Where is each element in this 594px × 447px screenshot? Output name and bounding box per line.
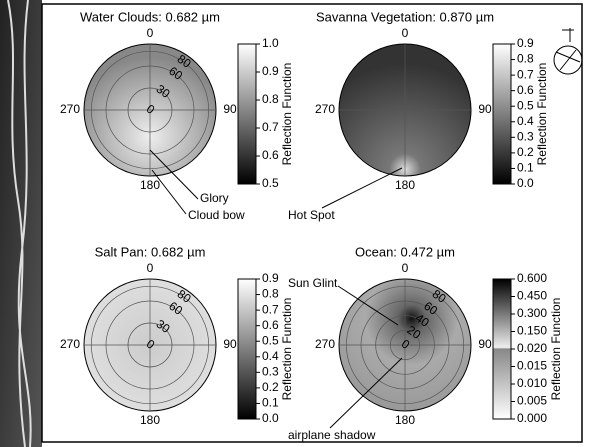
annotation: Cloud bow — [188, 208, 245, 222]
colorbar-label: Reflection Function — [280, 63, 294, 166]
colorbar-tick-label: 0.015 — [517, 359, 547, 373]
colorbar-tick-label: 0.4 — [517, 114, 534, 128]
panel-title: Savanna Vegetation: 0.870 µm — [316, 9, 494, 24]
theta-tick-label: 0 — [147, 26, 154, 40]
colorbar-tick-label: 0.3 — [517, 130, 534, 144]
theta-tick-label: 0 — [402, 26, 409, 40]
colorbar — [492, 43, 512, 185]
panel-title: Salt Pan: 0.682 µm — [95, 244, 206, 259]
corner-doodle — [553, 28, 583, 75]
theta-tick-label: 90 — [223, 337, 237, 351]
annotation: Sun Glint — [288, 276, 338, 290]
radial-ring — [90, 50, 210, 170]
annotation: Glory — [200, 191, 229, 205]
radial-ring — [127, 322, 173, 368]
colorbar-tick-label: 0.6 — [517, 83, 534, 97]
colorbar-tick-label: 0.3 — [262, 365, 279, 379]
colorbar-tick-label: 0.5 — [262, 333, 279, 347]
panel-title: Water Clouds: 0.682 µm — [80, 9, 220, 24]
colorbar-tick-label: 0.000 — [517, 411, 547, 425]
radial-ring — [389, 329, 421, 361]
colorbar-tick-label: 0.7 — [517, 67, 534, 81]
colorbar-tick-label: 0.2 — [262, 380, 279, 394]
colorbar-tick-label: 0.600 — [517, 271, 547, 285]
radial-ring — [105, 300, 195, 390]
colorbar-tick-label: 0.005 — [517, 394, 547, 408]
colorbar-tick-label: 0.1 — [517, 161, 534, 175]
frame — [41, 3, 583, 443]
colorbar-tick-label: 0.0 — [517, 176, 534, 190]
colorbar-tick-label: 0.0 — [262, 411, 279, 425]
colorbar-tick-label: 0.5 — [517, 98, 534, 112]
colorbar-tick-label: 0.9 — [517, 36, 534, 50]
annotation-leader — [321, 167, 403, 209]
theta-tick-label: 180 — [140, 178, 160, 192]
theta-tick-label: 0 — [402, 261, 409, 275]
radial-ring — [375, 315, 435, 375]
radial-ring — [360, 300, 450, 390]
theta-tick-label: 90 — [223, 102, 237, 116]
colorbar — [237, 43, 257, 185]
annotation-leader — [149, 149, 199, 200]
colorbar-tick-label: 0.7 — [262, 302, 279, 316]
panel-title: Ocean: 0.472 µm — [355, 244, 455, 259]
colorbar-tick-label: 0.5 — [262, 176, 279, 190]
annotation-leader — [329, 357, 403, 429]
colorbar-tick-label: 0.8 — [517, 52, 534, 66]
annotation-leader — [337, 285, 399, 326]
colorbar-tick-label: 0.8 — [262, 92, 279, 106]
theta-tick-label: 270 — [315, 337, 335, 351]
colorbar-label: Reflection Function — [280, 298, 294, 401]
colorbar-tick-label: 0.2 — [517, 145, 534, 159]
colorbar-tick-label: 0.8 — [262, 287, 279, 301]
colorbar-tick-label: 0.4 — [262, 349, 279, 363]
colorbar-label: Reflection Function — [549, 298, 563, 401]
colorbar-tick-label: 1.0 — [262, 36, 279, 50]
colorbar — [237, 278, 257, 420]
colorbar-tick-label: 0.6 — [262, 148, 279, 162]
colorbar-tick-label: 0.1 — [262, 396, 279, 410]
radial-ring — [127, 87, 173, 133]
annotation: Hot Spot — [288, 208, 335, 222]
theta-tick-label: 180 — [395, 413, 415, 427]
colorbar-tick-label: 0.150 — [517, 324, 547, 338]
annotation-leader — [151, 169, 187, 215]
colorbar-tick-label: 0.300 — [517, 306, 547, 320]
theta-tick-label: 90 — [478, 102, 492, 116]
theta-tick-label: 270 — [60, 337, 80, 351]
colorbar — [492, 278, 512, 420]
theta-tick-label: 0 — [147, 261, 154, 275]
radial-ring — [90, 285, 210, 405]
colorbar-tick-label: 0.010 — [517, 376, 547, 390]
theta-tick-label: 180 — [395, 178, 415, 192]
colorbar-tick-label: 0.9 — [262, 64, 279, 78]
colorbar-tick-label: 0.7 — [262, 120, 279, 134]
radial-ring — [105, 65, 195, 155]
colorbar-tick-label: 0.450 — [517, 289, 547, 303]
theta-tick-label: 90 — [478, 337, 492, 351]
theta-tick-label: 270 — [315, 102, 335, 116]
theta-tick-label: 180 — [140, 413, 160, 427]
radial-ring — [345, 285, 465, 405]
colorbar-label: Reflection Function — [535, 63, 549, 166]
colorbar-tick-label: 0.9 — [262, 271, 279, 285]
colorbar-tick-label: 0.020 — [517, 341, 547, 355]
colorbar-tick-label: 0.6 — [262, 318, 279, 332]
side-strip-lines — [7, 0, 32, 447]
theta-tick-label: 270 — [60, 102, 80, 116]
annotation: airplane shadow — [288, 428, 376, 442]
